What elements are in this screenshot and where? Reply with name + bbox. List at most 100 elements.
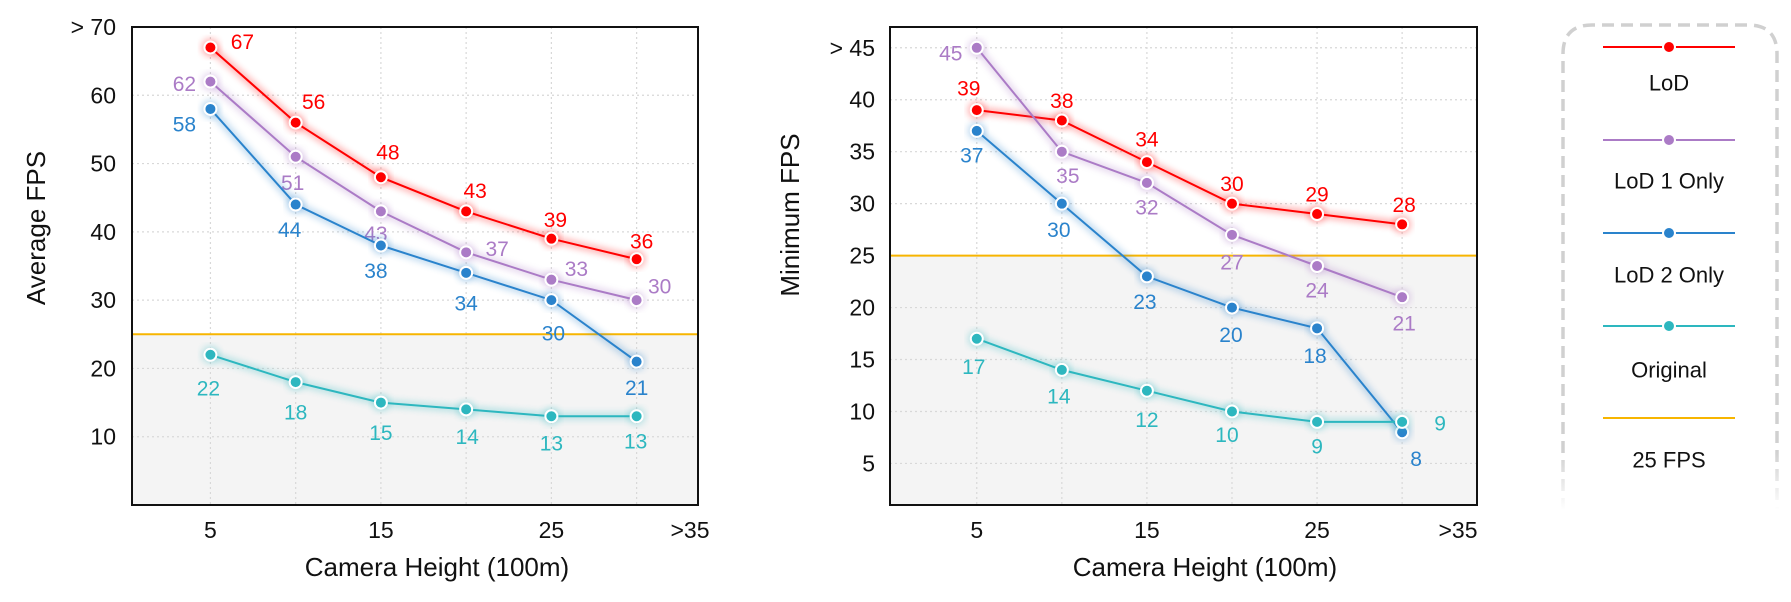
data-point <box>288 115 303 130</box>
data-label: 23 <box>1133 291 1156 314</box>
legend-item-lod: LoD <box>1603 40 1735 96</box>
data-point <box>459 402 474 417</box>
y-tick-label: > 45 <box>830 35 875 61</box>
data-point <box>203 40 218 55</box>
y-tick-label: 35 <box>849 139 875 165</box>
data-label: 37 <box>485 238 508 261</box>
data-label: 38 <box>1050 90 1073 113</box>
data-label: 39 <box>957 78 980 101</box>
data-label: 18 <box>284 402 307 425</box>
data-point <box>1224 300 1239 315</box>
legend-marker <box>1662 226 1676 240</box>
data-point <box>1395 290 1410 305</box>
data-label: 36 <box>630 231 653 254</box>
series-line <box>976 337 1403 423</box>
data-label: 15 <box>369 422 392 445</box>
data-label: 30 <box>648 276 671 299</box>
data-label: 44 <box>278 219 302 242</box>
data-label: 34 <box>454 292 478 315</box>
data-label: 39 <box>544 209 567 232</box>
data-label: 29 <box>1305 184 1328 207</box>
data-point <box>1310 321 1325 336</box>
data-label: 18 <box>1303 345 1326 368</box>
series-line <box>976 47 1403 299</box>
data-point <box>629 252 644 267</box>
data-point <box>1054 196 1069 211</box>
y-tick-label: 10 <box>90 424 116 450</box>
data-point <box>1310 414 1325 429</box>
data-point <box>288 149 303 164</box>
data-label: 43 <box>463 180 486 203</box>
data-label: 32 <box>1135 196 1158 219</box>
data-point <box>969 123 984 138</box>
data-point <box>1224 227 1239 242</box>
data-point <box>544 409 559 424</box>
legend-label: 25 FPS <box>1632 448 1705 473</box>
below-threshold-region <box>890 255 1477 505</box>
data-point <box>1139 269 1154 284</box>
y-tick-label: 30 <box>849 191 875 217</box>
series-lod-2-only: 58 44 38 34 30 21 <box>173 99 648 400</box>
data-point <box>1310 207 1325 222</box>
y-tick-label: 20 <box>849 295 875 321</box>
data-label: 22 <box>197 377 220 400</box>
x-tick-label: 5 <box>970 517 983 543</box>
data-point <box>629 409 644 424</box>
y-tick-label: 20 <box>90 355 116 381</box>
data-label: 12 <box>1135 409 1158 432</box>
data-label: 13 <box>540 433 563 456</box>
legend: LoD LoD 1 Only LoD 2 Only Original 25 FPS <box>1561 23 1779 510</box>
x-tick-label: 15 <box>368 517 394 543</box>
data-point <box>544 272 559 287</box>
data-point <box>1054 144 1069 159</box>
legend-label: LoD 2 Only <box>1614 263 1724 288</box>
x-tick-label: >35 <box>670 517 709 543</box>
data-label: 34 <box>1135 129 1159 152</box>
plot-frame <box>131 26 699 506</box>
data-point <box>288 375 303 390</box>
legend-marker <box>1662 133 1676 147</box>
data-point <box>373 170 388 185</box>
data-label: 30 <box>1220 173 1243 196</box>
legend-marker <box>1662 40 1676 54</box>
data-label: 30 <box>542 323 565 346</box>
data-label: 14 <box>455 426 479 449</box>
legend-label: Original <box>1631 358 1707 383</box>
y-tick-label: 40 <box>90 219 116 245</box>
legend-item-25-fps: 25 FPS <box>1603 415 1735 473</box>
data-label: 24 <box>1305 280 1329 303</box>
data-point <box>203 347 218 362</box>
x-axis-title: Camera Height (100m) <box>305 552 569 582</box>
x-tick-label: 25 <box>539 517 565 543</box>
data-point <box>288 197 303 212</box>
series-lod-1-only: 45 35 32 27 24 21 <box>939 38 1416 336</box>
legend-box <box>1561 23 1779 510</box>
data-point <box>373 238 388 253</box>
data-label: 33 <box>565 258 588 281</box>
y-tick-label: 25 <box>849 243 875 269</box>
series-lod: 67 56 48 43 39 36 <box>201 31 653 269</box>
legend-marker <box>1662 319 1676 333</box>
data-point <box>1224 196 1239 211</box>
data-point <box>969 331 984 346</box>
y-tick-label: 40 <box>849 87 875 113</box>
x-tick-label: >35 <box>1438 517 1477 543</box>
data-label: 9 <box>1311 435 1323 458</box>
data-point <box>459 245 474 260</box>
legend-item-lod-2-only: LoD 2 Only <box>1603 226 1735 288</box>
plot-frame <box>889 26 1478 506</box>
data-point <box>629 293 644 308</box>
data-label: 28 <box>1392 194 1415 217</box>
data-label: 38 <box>364 260 387 283</box>
series-lod: 39 38 34 30 29 28 <box>957 78 1416 234</box>
data-label: 37 <box>960 144 983 167</box>
average-fps-chart: 6756484339366251433733305844383430212218… <box>21 14 710 582</box>
data-point <box>1395 217 1410 232</box>
y-tick-label: > 70 <box>71 14 116 40</box>
series-line <box>209 46 637 261</box>
data-point <box>969 40 984 55</box>
data-label: 48 <box>376 142 399 165</box>
